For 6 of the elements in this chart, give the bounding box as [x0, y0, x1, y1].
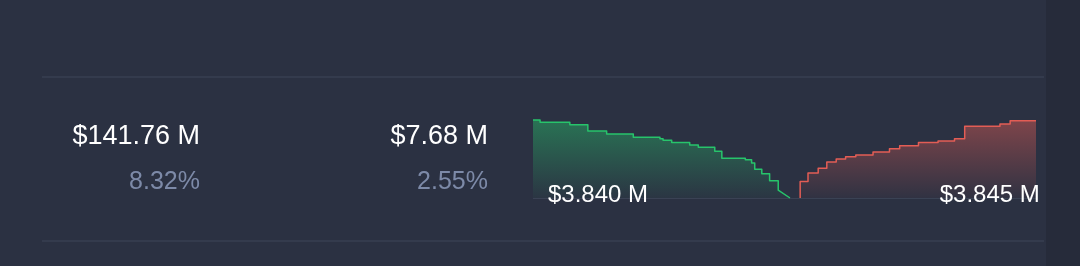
x-tick-label: $3.840 M [547, 180, 649, 207]
text: 2.55% [417, 166, 488, 194]
x-tick-label: $3.845 M [939, 180, 1040, 207]
text: $141.76 M [72, 120, 200, 150]
text: $7.68 M [390, 120, 488, 150]
text: 8.32% [129, 166, 200, 194]
